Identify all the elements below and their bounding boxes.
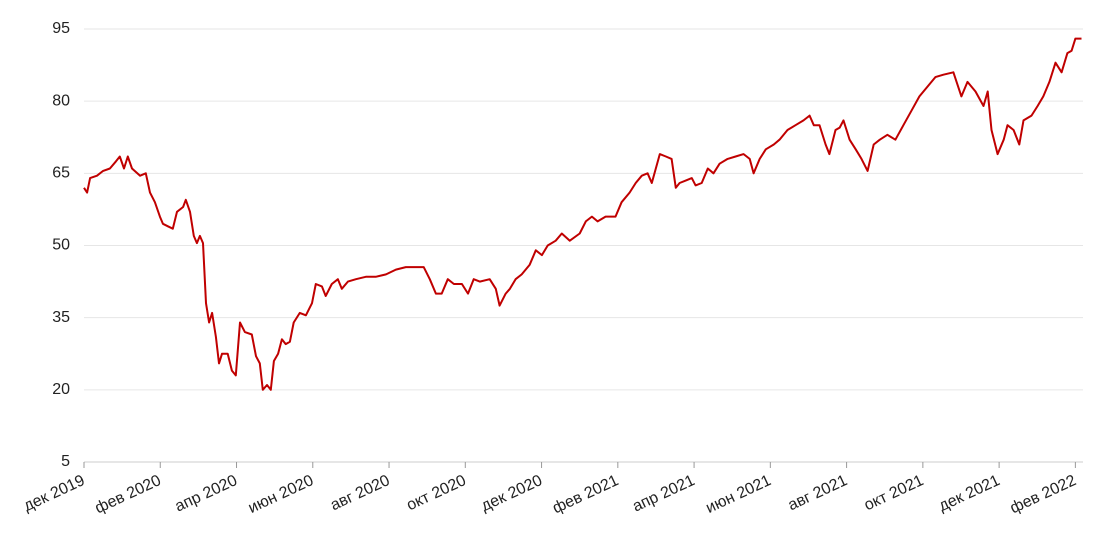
x-tick-label: фев 2021 xyxy=(550,472,621,517)
x-tick-label: окт 2020 xyxy=(404,472,469,514)
x-tick-label: фев 2020 xyxy=(93,472,164,517)
y-tick-label: 65 xyxy=(52,165,70,182)
x-tick-label: окт 2021 xyxy=(862,472,927,514)
y-tick-label: 80 xyxy=(52,92,70,109)
y-tick-label: 50 xyxy=(52,237,70,254)
line xyxy=(83,37,1082,391)
y-tick-label: 20 xyxy=(52,381,70,398)
y-tick-label: 95 xyxy=(52,20,70,37)
y-tick-label: 35 xyxy=(52,309,70,326)
x-tick-label: авг 2021 xyxy=(786,472,851,514)
x-tick-label: авг 2020 xyxy=(328,472,393,514)
x-tick-label: дек 2019 xyxy=(21,472,87,515)
x-tick-label: дек 2020 xyxy=(479,472,545,515)
x-tick-label: июн 2021 xyxy=(703,472,774,517)
x-tick-label: апр 2021 xyxy=(630,472,698,516)
x-tick-label: июн 2020 xyxy=(246,472,317,517)
x-tick-label: апр 2020 xyxy=(173,472,241,516)
x-tick-label: дек 2021 xyxy=(936,472,1002,515)
x-tick-label: фев 2022 xyxy=(1008,472,1079,517)
y-tick-label: 5 xyxy=(61,453,70,470)
